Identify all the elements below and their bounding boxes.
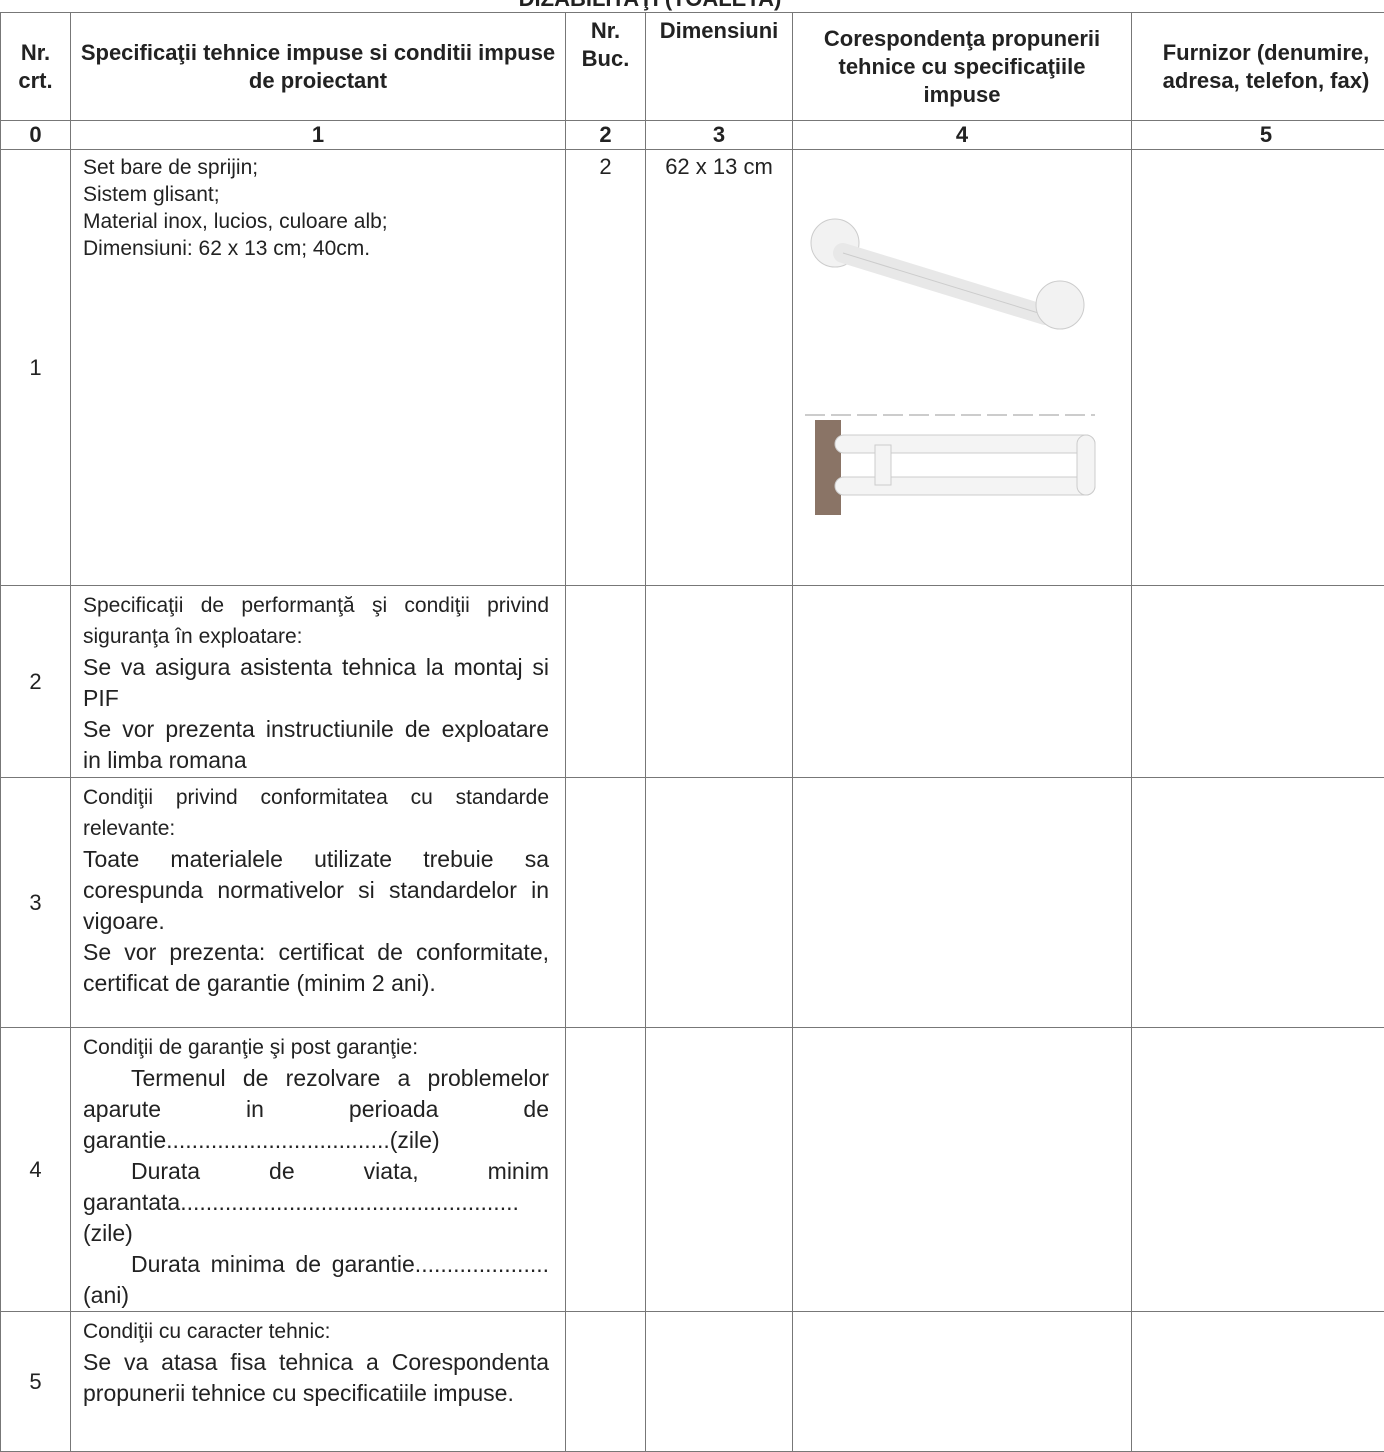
number-cell: 1 [71, 121, 566, 150]
empty-cell [793, 586, 1132, 778]
empty-cell [1132, 1028, 1384, 1312]
row-number: 4 [1, 1028, 71, 1312]
number-cell: 3 [646, 121, 793, 150]
spec-line: Toate materialele utilizate trebuie sa c… [83, 844, 549, 937]
spec-line: Condiţii privind conformitatea cu standa… [83, 782, 549, 844]
empty-cell [793, 778, 1132, 1028]
spec-cell: Specificaţii de performanţă şi condiţii … [71, 586, 566, 778]
row-number: 3 [1, 778, 71, 1028]
row-number: 2 [1, 586, 71, 778]
spec-cell: Condiţii de garanţie şi post garanţie:Te… [71, 1028, 566, 1312]
spec-cell: Condiţii privind conformitatea cu standa… [71, 778, 566, 1028]
title: DIZABILITAŢI (TOALETA) [0, 0, 1300, 12]
spec-table: Nr. crt. Specificaţii tehnice impuse si … [0, 12, 1384, 1452]
empty-cell [793, 1028, 1132, 1312]
spec-line: Set bare de sprijin; [83, 154, 549, 181]
spec-line: Material inox, lucios, culoare alb; [83, 208, 549, 235]
product-image [805, 205, 1105, 525]
header-row: Nr. crt. Specificaţii tehnice impuse si … [1, 13, 1384, 121]
empty-cell [566, 778, 646, 1028]
spec-line: Dimensiuni: 62 x 13 cm; 40cm. [83, 235, 549, 262]
empty-cell [646, 1028, 793, 1312]
spec-line: Durata minima de garantie...............… [83, 1249, 549, 1311]
spec-line: Condiţii de garanţie şi post garanţie: [83, 1032, 549, 1063]
number-cell: 4 [793, 121, 1132, 150]
spec-line: Se va atasa fisa tehnica a Corespondenta… [83, 1347, 549, 1409]
header-cell: Corespondenţa propunerii tehnice cu spec… [793, 13, 1132, 121]
empty-cell [566, 586, 646, 778]
header-cell: Nr. Buc. [566, 13, 646, 121]
spec-line: Durata de viata, minim garantata........… [83, 1156, 549, 1249]
number-row: 0 1 2 3 4 5 [1, 121, 1384, 150]
header-cell: Furnizor (denumire, adresa, telefon, fax… [1132, 13, 1384, 121]
empty-cell [646, 586, 793, 778]
empty-cell [793, 1312, 1132, 1452]
row-number: 1 [1, 150, 71, 586]
spec-cell: Condiţii cu caracter tehnic:Se va atasa … [71, 1312, 566, 1452]
header-cell: Specificaţii tehnice impuse si conditii … [71, 13, 566, 121]
empty-cell [1132, 1312, 1384, 1452]
spec-line: Sistem glisant; [83, 181, 549, 208]
empty-cell [646, 1312, 793, 1452]
header-cell: Dimensiuni [646, 13, 793, 121]
empty-cell [1132, 150, 1384, 586]
spec-line: Se vor prezenta instructiunile de exploa… [83, 714, 549, 776]
spec-line: Specificaţii de performanţă şi condiţii … [83, 590, 549, 652]
quantity: 2 [566, 150, 646, 586]
spec-line: Condiţii cu caracter tehnic: [83, 1316, 549, 1347]
empty-cell [646, 778, 793, 1028]
number-cell: 2 [566, 121, 646, 150]
spec-line: Se vor prezenta: certificat de conformit… [83, 937, 549, 999]
empty-cell [566, 1028, 646, 1312]
number-cell: 0 [1, 121, 71, 150]
dimensions: 62 x 13 cm [646, 150, 793, 586]
empty-cell [1132, 586, 1384, 778]
spec-line: Termenul de rezolvare a problemelor apar… [83, 1063, 549, 1156]
number-cell: 5 [1132, 121, 1384, 150]
row-number: 5 [1, 1312, 71, 1452]
empty-cell [1132, 778, 1384, 1028]
spec-line: Se va asigura asistenta tehnica la monta… [83, 652, 549, 714]
empty-cell [566, 1312, 646, 1452]
header-cell: Nr. crt. [1, 13, 71, 121]
spec-cell: Set bare de sprijin;Sistem glisant;Mater… [71, 150, 566, 586]
